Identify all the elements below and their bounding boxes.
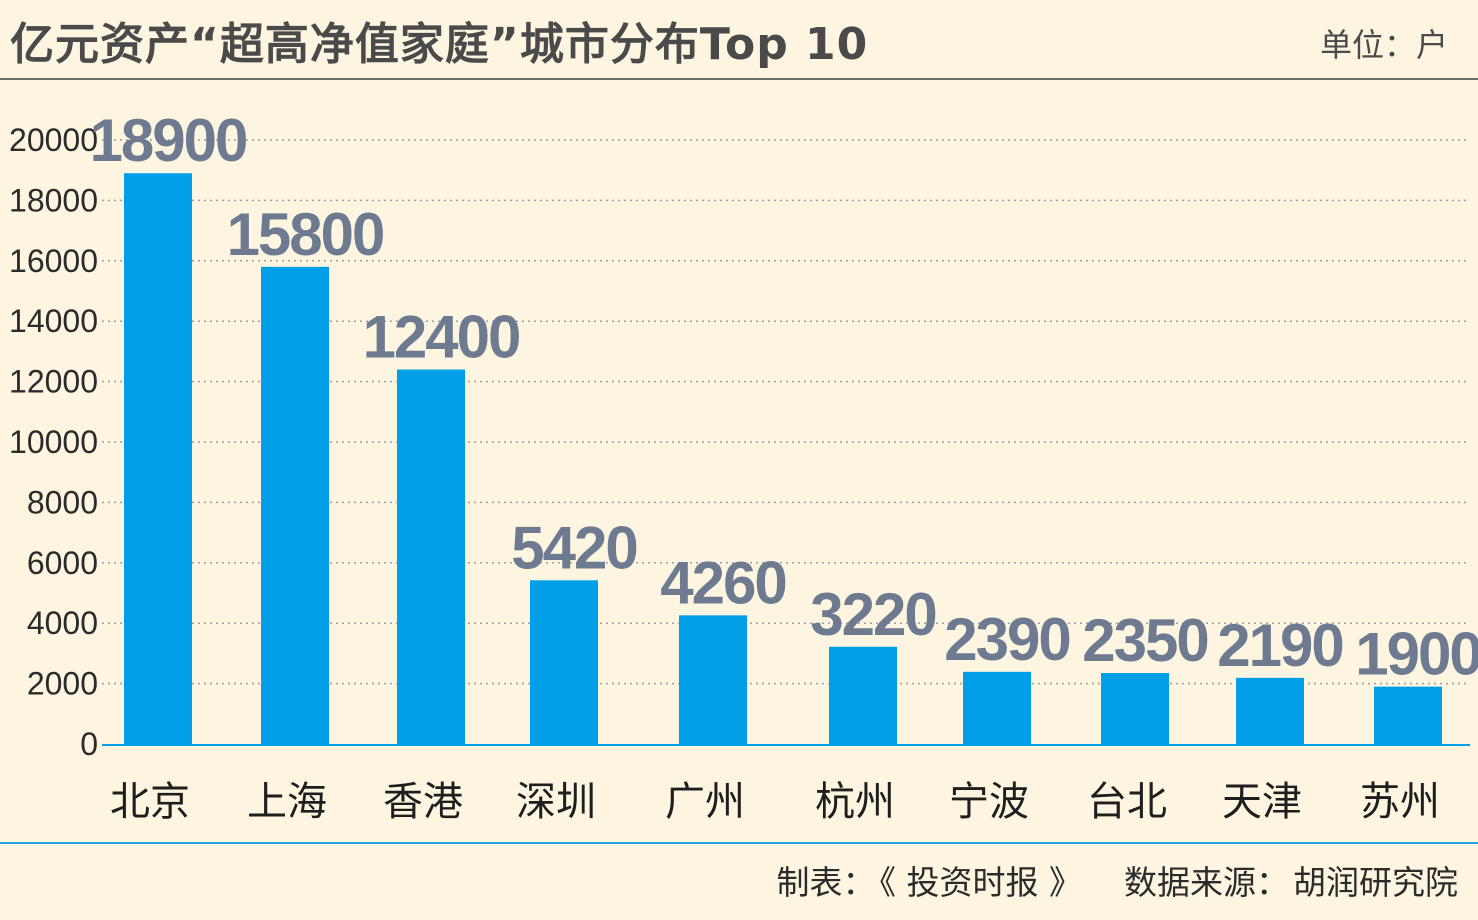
y-tick-label: 10000	[9, 424, 98, 460]
x-category-label: 宁波	[949, 779, 1029, 825]
bar-value-label: 2390	[944, 606, 1069, 673]
bars	[124, 173, 1442, 745]
value-labels: 18900 15800 12400 5420 4260 3220 2390 2350 2190 1…	[90, 107, 1478, 687]
y-tick-label: 8000	[27, 484, 98, 520]
x-category-label: 香港	[383, 779, 463, 825]
bar	[124, 173, 192, 745]
footer-divider	[0, 842, 1478, 844]
x-category-label: 广州	[665, 779, 745, 825]
maker-name: 《 投资时报 》	[879, 863, 1082, 902]
x-category-label: 天津	[1222, 779, 1302, 825]
bar-value-label: 5420	[511, 514, 636, 581]
x-category-label: 苏州	[1360, 779, 1440, 825]
source-name: 胡润研究院	[1293, 863, 1458, 902]
bar-value-label: 12400	[363, 304, 520, 371]
x-category-label: 上海	[247, 779, 327, 825]
y-tick-label: 12000	[9, 364, 98, 400]
category-labels: 北京 上海 香港 深圳 广州 杭州 宁波 台北 天津 苏州	[110, 779, 1440, 825]
bar	[530, 580, 598, 744]
unit-label: 单位：户	[1319, 26, 1448, 64]
bar	[1101, 673, 1169, 744]
y-tick-label: 0	[80, 726, 98, 762]
y-tick-label: 18000	[9, 182, 98, 218]
bar-value-label: 3220	[810, 581, 935, 648]
bar-value-label: 15800	[227, 201, 384, 268]
grid-lines	[102, 139, 1470, 685]
chart-title: 亿元资产“超高净值家庭”城市分布Top 10	[10, 19, 869, 70]
source-label: 数据来源：	[1124, 863, 1289, 902]
bar-value-label: 1900	[1355, 621, 1478, 688]
bar	[1374, 686, 1442, 744]
title-divider	[0, 78, 1478, 80]
bar	[261, 266, 329, 744]
y-tick-label: 2000	[27, 666, 98, 702]
bar	[829, 646, 897, 744]
maker-label: 制表：	[776, 863, 876, 902]
y-tick-label: 4000	[27, 605, 98, 641]
bar	[397, 369, 465, 744]
y-tick-label: 14000	[9, 303, 98, 339]
footer: 制表：《 投资时报 》 数据来源： 胡润研究院	[773, 856, 1458, 904]
x-category-label: 深圳	[516, 779, 596, 825]
x-category-label: 北京	[110, 779, 190, 825]
x-category-label: 台北	[1087, 779, 1167, 825]
bar	[1236, 677, 1304, 744]
bar-value-label: 2350	[1082, 607, 1207, 674]
bar-value-label: 4260	[660, 549, 785, 616]
bar	[679, 615, 747, 744]
y-tick-label: 20000	[9, 122, 98, 158]
y-tick-label: 6000	[27, 545, 98, 581]
x-category-label: 杭州	[815, 779, 895, 825]
y-axis-ticks: 0 2000 4000 6000 8000 10000 12000 14000 16000 180…	[9, 122, 98, 762]
bar-value-label: 18900	[90, 107, 247, 174]
bar-value-label: 2190	[1217, 612, 1342, 679]
y-tick-label: 16000	[9, 243, 98, 279]
bar	[963, 671, 1031, 744]
